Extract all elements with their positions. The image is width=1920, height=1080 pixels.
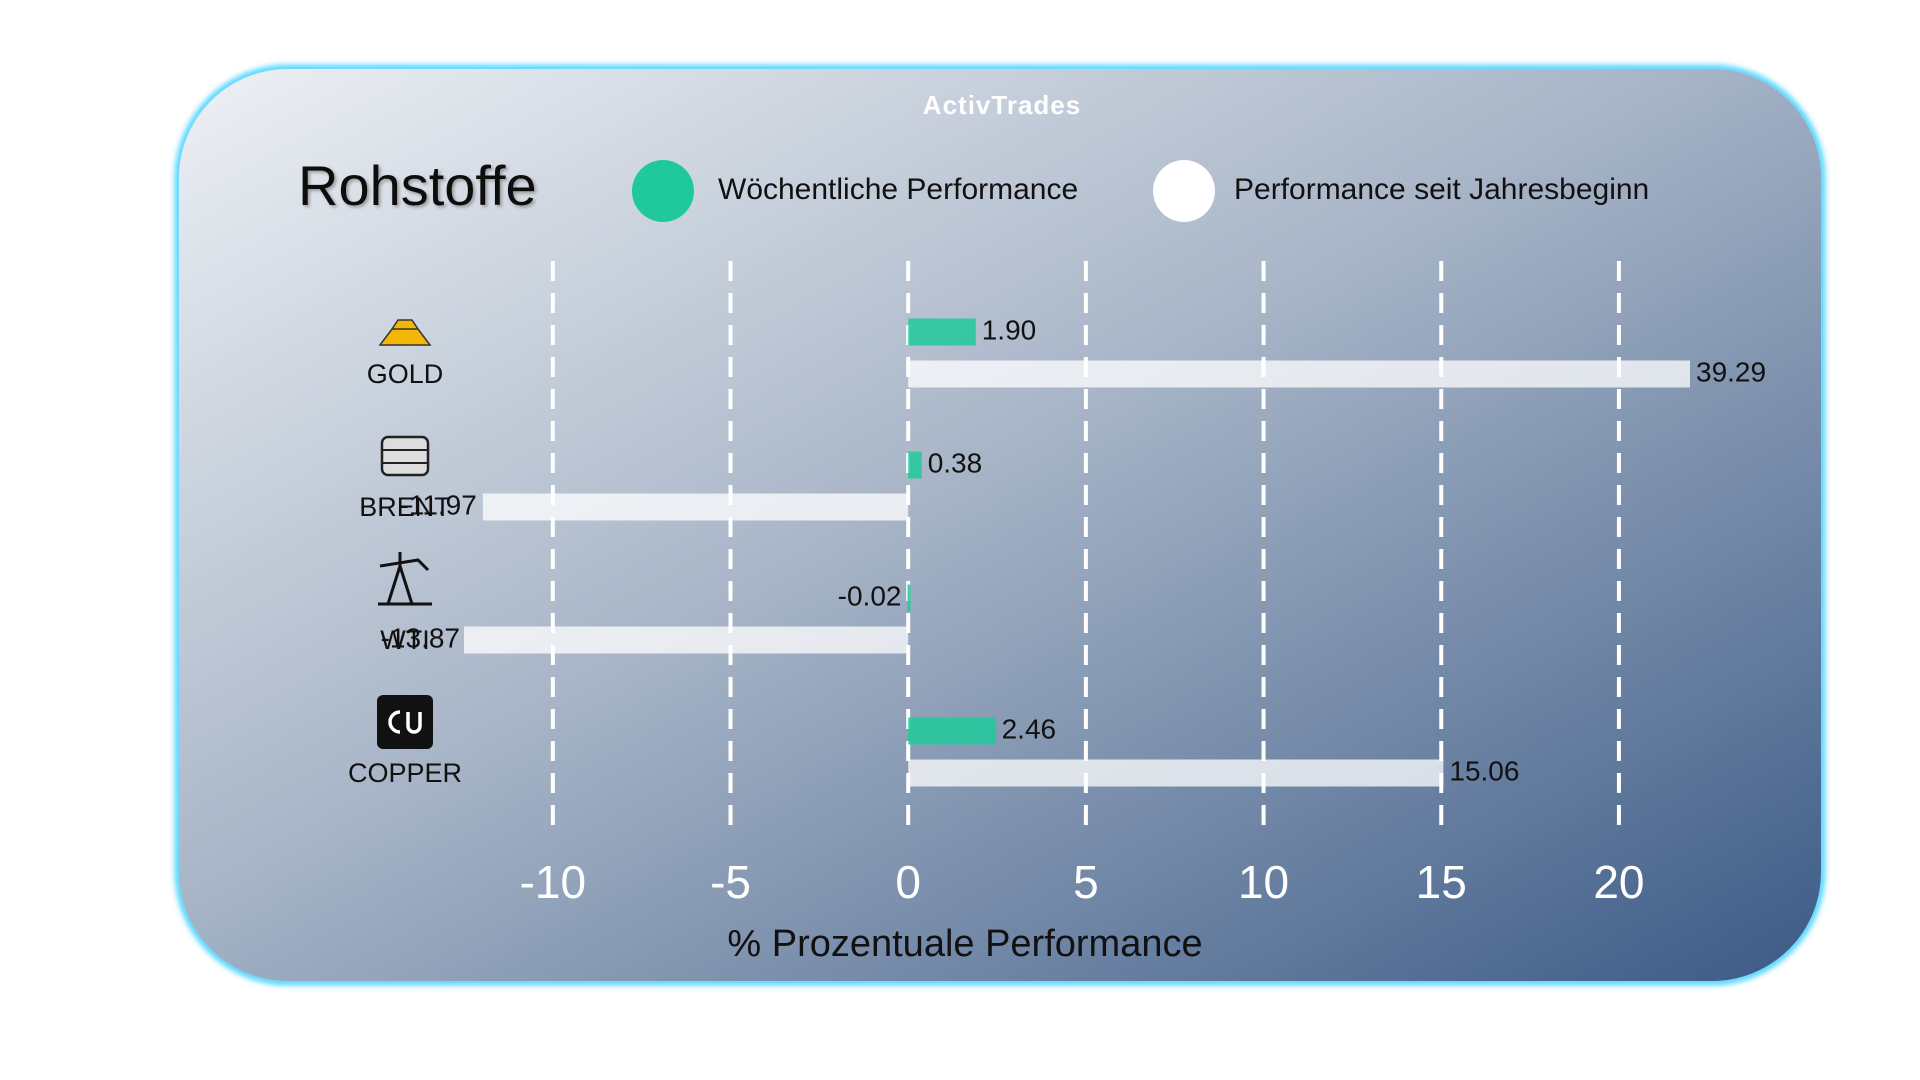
x-tick-label: -5 bbox=[710, 856, 751, 908]
value-label: -0.02 bbox=[838, 580, 902, 611]
icon-cu bbox=[388, 710, 422, 734]
value-label: 2.46 bbox=[1002, 713, 1057, 744]
value-label: 39.29 bbox=[1696, 356, 1766, 387]
value-label: 1.90 bbox=[982, 314, 1036, 345]
x-tick-label: -10 bbox=[520, 856, 586, 908]
legend-swatch bbox=[632, 160, 694, 222]
bar bbox=[907, 584, 911, 612]
bars bbox=[464, 318, 1690, 787]
x-axis-title: % Prozentuale Performance bbox=[727, 923, 1202, 965]
value-label: 0.38 bbox=[928, 447, 983, 478]
brand-logo: ActivTrades bbox=[923, 90, 1081, 120]
legend-label: Wöchentliche Performance bbox=[718, 173, 1078, 206]
x-tick-label: 0 bbox=[895, 856, 921, 908]
plot: -10 -5 0 5 10 15 20 GOLD 1.90 39.29 BRENT 0.38 -11.9… bbox=[348, 261, 1766, 908]
card bbox=[177, 67, 1823, 983]
category-label: GOLD bbox=[367, 359, 444, 389]
icon-copper bbox=[377, 695, 433, 749]
bar bbox=[908, 717, 996, 745]
category-label: WTI bbox=[380, 625, 429, 655]
bar bbox=[464, 626, 909, 654]
icon-gold bbox=[378, 319, 432, 346]
x-tick-label: 15 bbox=[1416, 856, 1467, 908]
bar bbox=[908, 360, 1690, 388]
value-label: -11.97 bbox=[400, 489, 477, 520]
value-label: -13.87 bbox=[381, 622, 460, 653]
chart-title: Rohstoffe bbox=[298, 154, 537, 217]
x-tick-label: 10 bbox=[1238, 856, 1289, 908]
x-tick-label: 20 bbox=[1593, 856, 1644, 908]
value-label: 15.06 bbox=[1449, 755, 1519, 786]
legend-swatch bbox=[1153, 160, 1215, 222]
category-label: COPPER bbox=[348, 758, 462, 788]
icon-barrels bbox=[380, 435, 430, 477]
bar bbox=[908, 451, 922, 479]
category-label: BRENT bbox=[359, 492, 451, 522]
icon-pump bbox=[378, 552, 432, 606]
bar bbox=[908, 318, 976, 346]
bar bbox=[482, 493, 909, 521]
bar bbox=[908, 759, 1444, 787]
legend-label: Performance seit Jahresbeginn bbox=[1234, 173, 1649, 206]
x-tick-label: 5 bbox=[1073, 856, 1099, 908]
